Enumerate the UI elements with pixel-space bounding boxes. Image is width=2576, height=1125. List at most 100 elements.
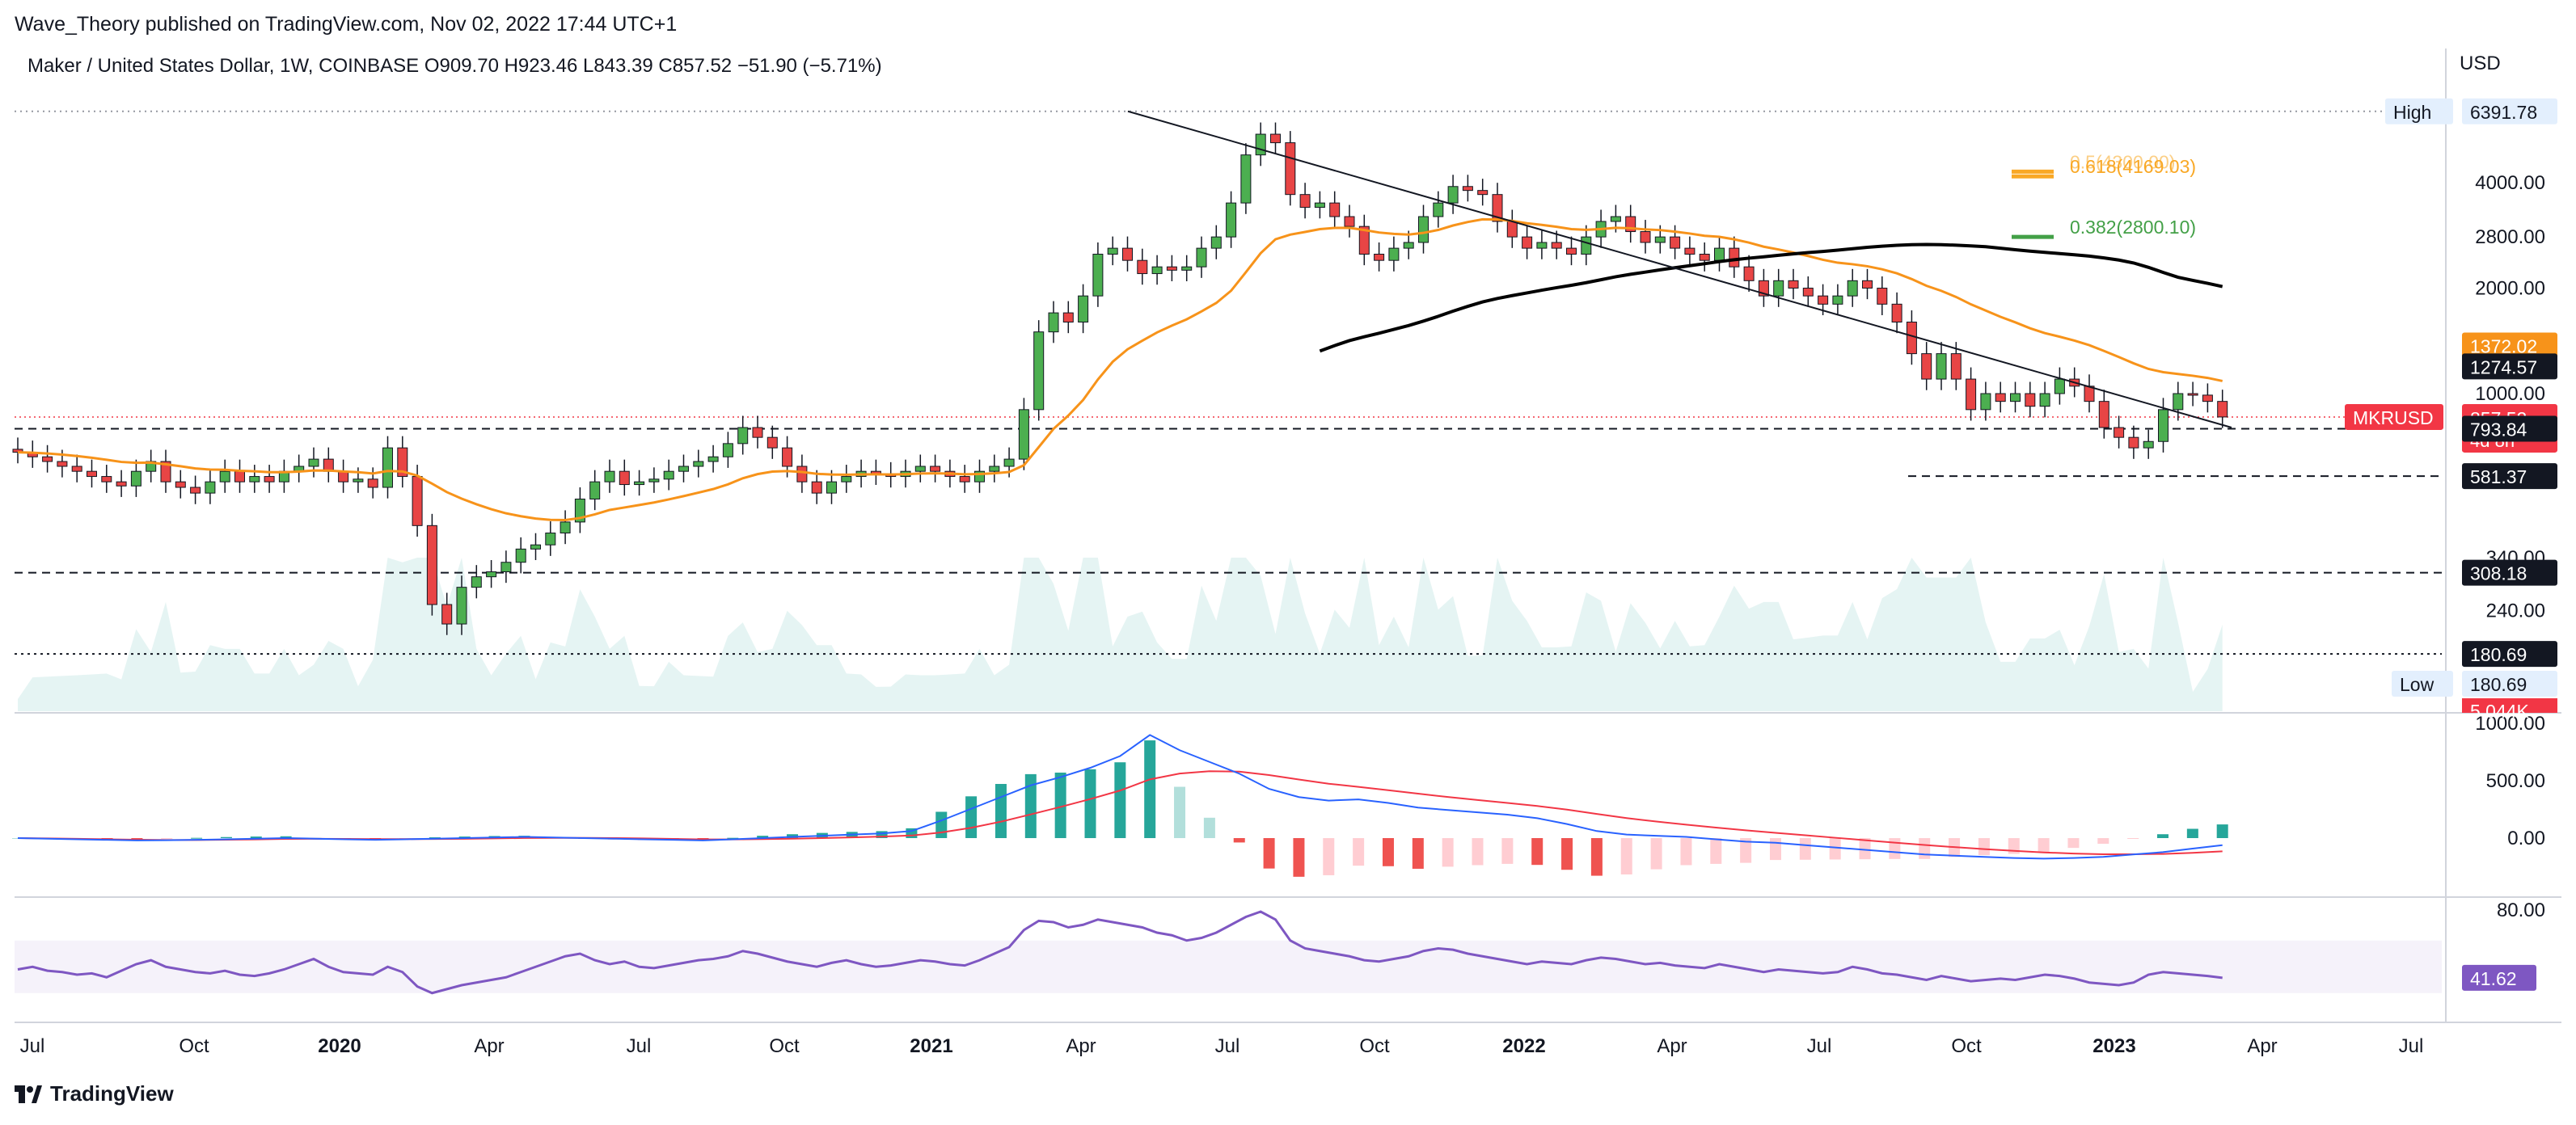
macd-hist-7 <box>220 836 232 838</box>
macd-hist-35 <box>1054 772 1066 838</box>
y-tick-2: 2000.00 <box>2475 278 2545 300</box>
candle-body-85 <box>1270 133 1281 144</box>
macd-hist-34 <box>1024 773 1037 838</box>
macd-hist-67 <box>2008 838 2020 854</box>
candle-body-35 <box>530 544 541 550</box>
macd-hist-9 <box>280 836 292 838</box>
candle-body-78 <box>1166 266 1177 271</box>
candles-layer <box>12 122 2228 635</box>
macd-hist-61 <box>1829 838 1841 860</box>
x-tick-2: 2020 <box>318 1035 361 1057</box>
candle-body-75 <box>1122 247 1133 261</box>
x-tick-11: Apr <box>1657 1035 1687 1057</box>
candle-body-96 <box>1433 202 1444 217</box>
candle-body-104 <box>1551 242 1562 249</box>
macd-hist-69 <box>2067 838 2080 849</box>
macd-line <box>17 734 2223 860</box>
candle-body-34 <box>515 548 526 563</box>
level-badge-period-low: 180.69 <box>2470 644 2527 665</box>
low-value-badge-bg <box>2462 671 2557 697</box>
macd-hist-63 <box>1889 838 1901 859</box>
candle-body-108 <box>1610 216 1621 222</box>
candle-body-113 <box>1684 247 1696 255</box>
candle-body-55 <box>826 481 837 494</box>
low-label-badge-bg <box>2392 671 2453 697</box>
level-badge-support-1-bg <box>2462 415 2557 442</box>
candle-body-54 <box>811 481 822 494</box>
rsi-tick-0: 80.00 <box>2497 900 2545 921</box>
candle-body-53 <box>796 466 808 482</box>
candle-body-44 <box>663 470 674 480</box>
candle-body-27 <box>412 476 423 526</box>
candle-body-32 <box>486 571 497 578</box>
macd-hist-39 <box>1174 786 1186 838</box>
fib-label-2: 0.382(2800.10) <box>2070 217 2196 238</box>
candle-body-89 <box>1329 202 1341 217</box>
y-tick-5: 240.00 <box>2486 600 2545 622</box>
candle-body-142 <box>2114 427 2125 438</box>
candle-body-4 <box>71 466 82 472</box>
candle-body-69 <box>1033 331 1045 411</box>
candle-body-28 <box>426 525 437 605</box>
macd-tick-2: 0.00 <box>2507 828 2545 849</box>
candle-body-145 <box>2158 409 2168 442</box>
candle-body-93 <box>1388 247 1400 261</box>
macd-hist-24 <box>727 837 739 839</box>
ma-badge: 1274.57 <box>2470 356 2537 377</box>
candle-body-3 <box>57 461 68 467</box>
symbol-badge: MKRUSD <box>2353 407 2434 428</box>
candle-body-40 <box>604 470 615 482</box>
candle-body-36 <box>545 533 556 546</box>
candle-body-94 <box>1403 242 1414 249</box>
level-badge-support-3: 308.18 <box>2470 563 2527 584</box>
candle-body-72 <box>1078 295 1089 323</box>
x-tick-14: 2023 <box>2092 1035 2135 1057</box>
x-tick-7: Apr <box>1066 1035 1096 1057</box>
candle-body-135 <box>2010 393 2021 402</box>
candle-body-87 <box>1299 194 1311 209</box>
fib-levels: 0.5(4300.00)0.618(4169.03) 0.382(2800.10) <box>2012 151 2196 239</box>
candle-body-144 <box>2143 440 2154 449</box>
macd-hist-33 <box>995 784 1007 838</box>
candle-body-71 <box>1062 312 1074 323</box>
volume-badge: 5.044K <box>2470 701 2530 722</box>
x-tick-13: Oct <box>1951 1035 1982 1057</box>
low-label-badge: Low <box>2400 674 2435 695</box>
x-tick-15: Apr <box>2247 1035 2277 1057</box>
candle-body-13 <box>205 481 216 494</box>
candle-body-129 <box>1921 353 1932 380</box>
candle-body-14 <box>219 470 230 482</box>
candle-body-39 <box>589 481 601 499</box>
tradingview-logo: TradingView <box>15 1081 174 1106</box>
candle-body-105 <box>1566 247 1577 255</box>
macd-hist-29 <box>876 831 888 838</box>
candle-body-82 <box>1226 202 1237 238</box>
candle-body-122 <box>1818 295 1829 305</box>
candle-body-120 <box>1788 280 1799 289</box>
candle-body-99 <box>1477 190 1489 196</box>
macd-hist-47 <box>1412 838 1424 869</box>
fib-label-0: 0.5(4300.00) <box>2070 151 2175 172</box>
level-badge-support-2-bg <box>2462 463 2557 490</box>
macd-hist-44 <box>1323 838 1335 875</box>
candle-body-98 <box>1462 186 1473 192</box>
level-badge-support-2: 581.37 <box>2470 466 2527 487</box>
candle-body-77 <box>1151 266 1163 275</box>
candle-body-147 <box>2187 393 2198 396</box>
candle-body-49 <box>737 427 749 445</box>
y-axis-currency: USD <box>2460 53 2501 74</box>
candle-body-133 <box>1980 393 1991 411</box>
candle-body-128 <box>1906 322 1917 355</box>
x-tick-5: Oct <box>769 1035 800 1057</box>
ma-line <box>1319 242 2223 353</box>
candle-body-115 <box>1714 247 1725 261</box>
rsi-pane: 80.00 <box>15 900 2545 995</box>
macd-hist-50 <box>1501 838 1514 864</box>
candle-body-100 <box>1492 194 1503 222</box>
published-caption: Wave_Theory published on TradingView.com… <box>15 13 678 36</box>
ma-badge-bg <box>2462 353 2557 380</box>
macd-hist-59 <box>1769 838 1781 861</box>
high-label-badge-bg <box>2385 98 2453 124</box>
symbol-badge-bg <box>2345 403 2443 430</box>
